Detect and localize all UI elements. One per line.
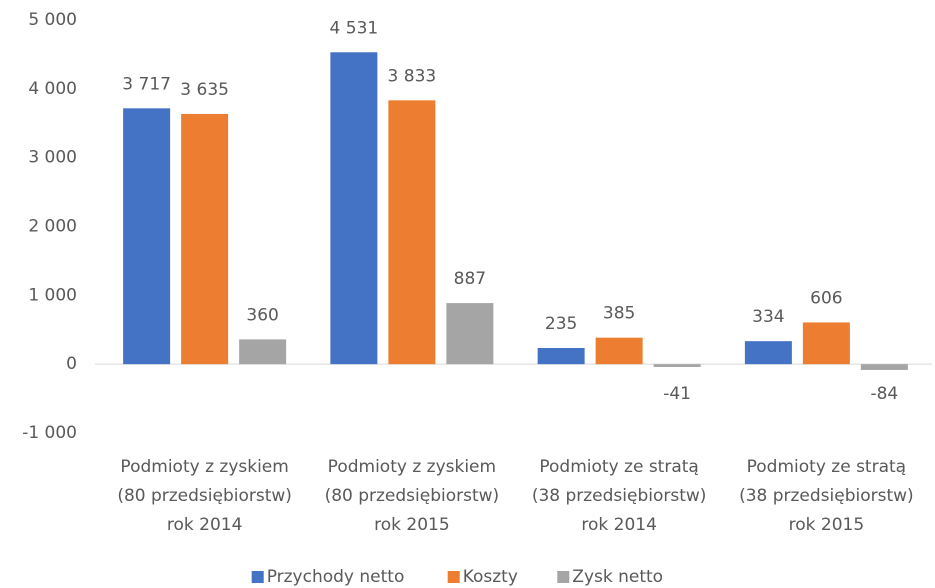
x-tick-label: Podmioty ze stratą (38 przedsiębiorstw) ro… [532,457,707,535]
y-tick-label: 1 000 [28,285,77,305]
y-tick-label: -1 000 [22,423,77,443]
y-tick-label: 2 000 [28,217,77,237]
legend-label: Przychody netto [267,567,405,587]
x-tick-line: rok 2014 [167,515,243,535]
x-tick-line: (80 przedsiębiorstw) [325,486,500,506]
x-tick-line: rok 2015 [374,515,450,535]
value-label: 4 531 [330,18,379,38]
bar [388,100,436,365]
value-label: 887 [454,269,486,289]
legend-label: Zysk netto [572,567,663,587]
x-tick-line: Podmioty ze stratą [747,457,906,477]
bar [860,364,908,370]
bar [653,364,701,367]
x-tick-label: Podmioty z zyskiem (80 przedsiębiorstw) ro… [325,457,500,535]
bar [123,108,171,365]
y-tick-label: 4 000 [28,79,77,99]
value-label: 360 [246,305,278,325]
x-tick-line: (38 przedsiębiorstw) [532,486,707,506]
value-label: 334 [752,307,784,327]
legend-swatch [557,571,570,583]
x-tick-line: Podmioty ze stratą [539,457,698,477]
y-tick-label: 5 000 [28,10,77,30]
value-label: 385 [603,304,635,324]
bar [330,52,378,365]
bar [744,341,792,365]
x-tick-line: rok 2015 [789,515,865,535]
value-label: 3 635 [180,80,229,100]
value-label: 3 717 [122,74,171,94]
bar [239,339,287,365]
bar [181,113,229,365]
x-tick-line: (80 przedsiębiorstw) [117,486,292,506]
y-tick-label: 0 [66,354,77,374]
x-tick-line: Podmioty z zyskiem [120,457,288,477]
value-label: -84 [870,384,898,404]
bar [595,337,643,365]
legend-label: Koszty [463,567,518,587]
x-tick-line: rok 2014 [581,515,657,535]
value-label: 606 [810,288,842,308]
legend-swatch [251,571,264,583]
x-tick-line: Podmioty z zyskiem [328,457,496,477]
value-label: 235 [545,314,577,334]
legend-swatch [447,571,460,583]
x-tick-line: (38 przedsiębiorstw) [739,486,914,506]
value-label: -41 [663,384,691,404]
bar [446,303,494,365]
y-tick-label: 3 000 [28,148,77,168]
x-tick-label: Podmioty ze stratą (38 przedsiębiorstw) ro… [739,457,914,535]
bar [802,322,850,365]
value-label: 3 833 [388,66,437,86]
bar [537,347,585,365]
x-tick-label: Podmioty z zyskiem (80 przedsiębiorstw) ro… [117,457,292,535]
